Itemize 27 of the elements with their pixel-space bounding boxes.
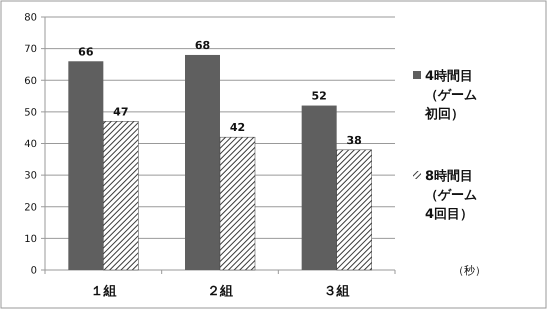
x-tick-label: １組 bbox=[90, 284, 116, 299]
y-tick-label: 10 bbox=[24, 234, 37, 245]
bar bbox=[220, 136, 256, 270]
y-tick-label: 70 bbox=[24, 44, 37, 56]
y-tick-label: 40 bbox=[24, 139, 37, 150]
x-tick-label: ２組 bbox=[207, 284, 233, 299]
legend-label: 4時間目（ゲーム初回） bbox=[424, 69, 477, 122]
x-tick-label: ３組 bbox=[324, 284, 350, 299]
data-label: 38 bbox=[346, 134, 362, 147]
y-tick-label: 60 bbox=[24, 76, 37, 87]
bar bbox=[103, 121, 139, 270]
bar bbox=[336, 150, 372, 270]
y-tick-label: 30 bbox=[24, 170, 37, 182]
data-label: 42 bbox=[230, 121, 246, 134]
data-label: 52 bbox=[312, 90, 327, 103]
data-label: 68 bbox=[194, 38, 210, 52]
y-tick-label: 20 bbox=[24, 202, 37, 214]
text: （秒） bbox=[453, 264, 486, 277]
legend-label: 8時間目（ゲーム4回目） bbox=[425, 169, 477, 222]
bar bbox=[302, 106, 337, 270]
data-label: 47 bbox=[113, 105, 128, 118]
y-tick-label: 0 bbox=[30, 266, 37, 276]
bar bbox=[185, 54, 220, 270]
bar bbox=[68, 61, 104, 270]
y-tick-label: 80 bbox=[24, 12, 37, 24]
data-label: 66 bbox=[78, 45, 94, 58]
y-tick-label: 50 bbox=[24, 107, 37, 118]
